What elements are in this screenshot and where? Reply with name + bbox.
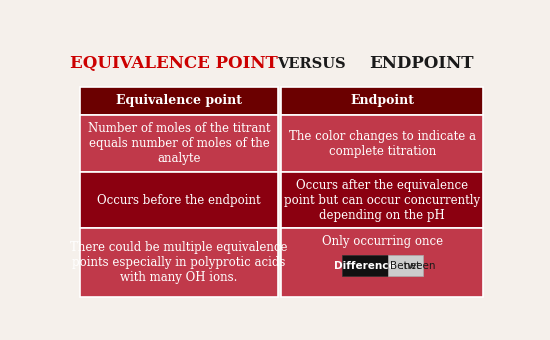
Text: Equivalence point: Equivalence point: [116, 95, 242, 107]
Text: Between: Between: [390, 261, 436, 271]
Text: Number of moles of the titrant
equals number of moles of the
analyte: Number of moles of the titrant equals nu…: [88, 122, 271, 165]
Text: Difference: Difference: [334, 261, 396, 271]
FancyBboxPatch shape: [281, 115, 483, 172]
Text: EQUIVALENCE POINT: EQUIVALENCE POINT: [69, 55, 277, 72]
FancyBboxPatch shape: [281, 228, 483, 297]
FancyBboxPatch shape: [281, 172, 483, 228]
FancyBboxPatch shape: [388, 255, 422, 276]
Text: Occurs after the equivalence
point but can occur concurrently
depending on the p: Occurs after the equivalence point but c…: [284, 179, 480, 222]
Text: Only occurring once: Only occurring once: [322, 235, 443, 248]
Text: Occurs before the endpoint: Occurs before the endpoint: [97, 194, 261, 207]
Text: VERSUS: VERSUS: [277, 57, 345, 71]
FancyBboxPatch shape: [281, 87, 483, 115]
FancyBboxPatch shape: [80, 115, 278, 172]
Text: Endpoint: Endpoint: [350, 95, 414, 107]
Text: .net: .net: [401, 261, 420, 271]
FancyBboxPatch shape: [80, 87, 278, 115]
Text: The color changes to indicate a
complete titration: The color changes to indicate a complete…: [289, 130, 476, 158]
Text: There could be multiple equivalence
points especially in polyprotic acids
with m: There could be multiple equivalence poin…: [70, 241, 288, 284]
FancyBboxPatch shape: [342, 255, 388, 276]
FancyBboxPatch shape: [80, 228, 278, 297]
Text: ENDPOINT: ENDPOINT: [369, 55, 474, 72]
FancyBboxPatch shape: [80, 172, 278, 228]
